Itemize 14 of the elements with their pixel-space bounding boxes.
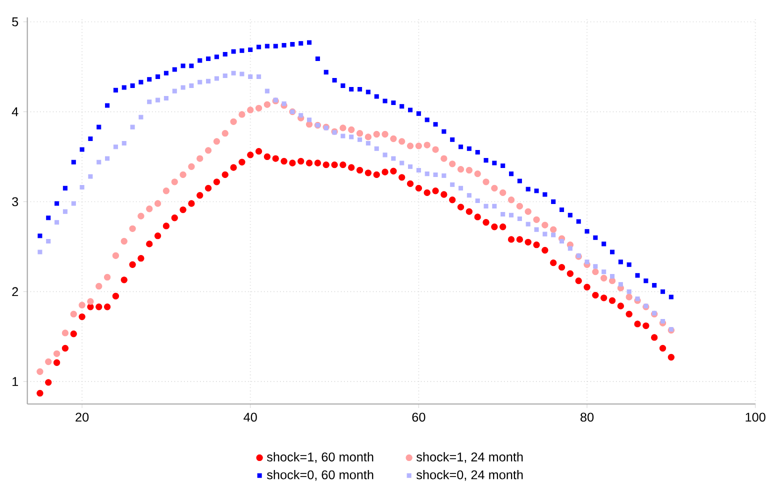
y-tick-label: 4	[12, 108, 18, 116]
y-tick-label: 2	[12, 287, 18, 296]
legend-label: shock=0, 60 month	[266, 470, 374, 481]
legend-label: shock=0, 24 month	[416, 470, 523, 481]
y-tick-label: 5	[12, 18, 18, 26]
x-tick-label: 100	[746, 412, 766, 422]
x-tick-label: 20	[76, 412, 89, 422]
x-tick-label: 80	[580, 412, 594, 422]
y-tick-label: 1	[12, 377, 18, 386]
legend-label: shock=1, 24 month	[416, 452, 523, 464]
y-tick-label: 3	[12, 197, 18, 206]
x-tick-label: 40	[244, 412, 257, 422]
legend-label: shock=1, 60 month	[266, 452, 374, 464]
x-tick-label: 60	[412, 412, 426, 422]
